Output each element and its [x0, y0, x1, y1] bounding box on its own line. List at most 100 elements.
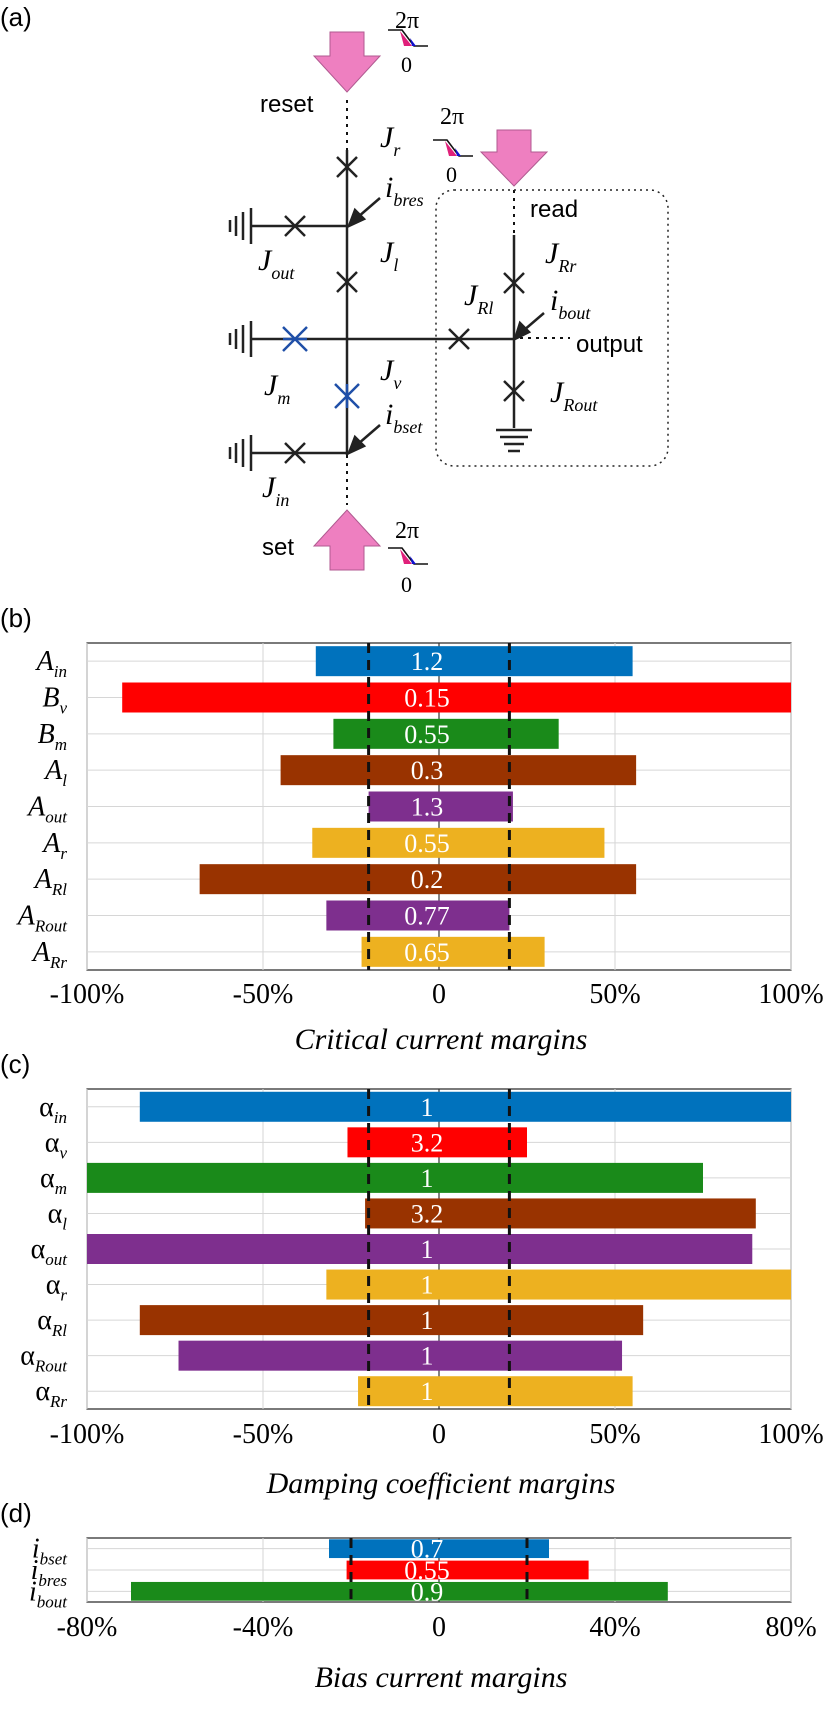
bar [361, 936, 545, 967]
row-label: αin [39, 1092, 67, 1127]
tick-label: 100% [758, 1419, 823, 1450]
current-label-ibset: ibset [385, 398, 423, 437]
bar [139, 1091, 792, 1122]
output-label: output [576, 331, 643, 358]
circuit-diagram: (a) 2π 0 2π 0 2π 0 [0, 2, 669, 597]
current-label-ibres: ibres [385, 171, 424, 210]
row-label: αm [40, 1163, 67, 1198]
bar-value-label: 0.77 [404, 902, 450, 931]
row-label: αr [46, 1270, 68, 1305]
bar-value-label: 0.55 [404, 1556, 450, 1585]
bar-value-label: 1 [421, 1093, 434, 1122]
bar [346, 1560, 589, 1580]
junction-label-jrout: JRout [550, 376, 598, 415]
junction-label-jrr: JRr [545, 237, 577, 276]
tick-label: -100% [50, 1419, 125, 1450]
junction-label-jv: Jv [380, 354, 401, 393]
bar-value-label: 1 [421, 1235, 434, 1264]
tick-label: 80% [765, 1612, 816, 1643]
svg-text:2π: 2π [395, 518, 419, 544]
tick-label: -40% [233, 1612, 294, 1643]
row-label: Aout [26, 792, 68, 827]
bar-value-label: 3.2 [411, 1199, 444, 1228]
row-label: ibset [32, 1534, 68, 1569]
bar-value-label: 0.55 [404, 720, 450, 749]
bar [122, 682, 791, 713]
row-label: Bv [42, 683, 67, 718]
svg-text:0: 0 [401, 572, 412, 597]
bar [368, 791, 513, 822]
bar-value-label: 1 [421, 1342, 434, 1371]
row-label: ARr [31, 937, 67, 972]
bar-value-label: 1 [421, 1306, 434, 1335]
row-label: ibres [31, 1555, 68, 1590]
row-label: ibout [29, 1576, 68, 1611]
row-label: αout [31, 1234, 69, 1269]
bar-value-label: 1.3 [411, 793, 444, 822]
tick-label: 50% [589, 979, 640, 1010]
bar-value-label: 1.2 [411, 647, 444, 676]
bar-value-label: 0.65 [404, 938, 450, 967]
row-label: Bm [38, 719, 67, 754]
current-label-ibout: ibout [550, 284, 591, 323]
set-label: set [262, 534, 294, 561]
panel-label-b: (b) [0, 603, 32, 633]
bar-value-label: 0.7 [411, 1535, 444, 1564]
bar-value-label: 0.2 [411, 865, 444, 894]
bar [280, 755, 637, 786]
bias-arrows [346, 197, 545, 456]
bar [329, 1539, 549, 1559]
phase-step-icon-set: 2π 0 [388, 518, 428, 597]
junction-marks [284, 156, 525, 464]
svg-text:0: 0 [401, 52, 412, 77]
bar-value-label: 0.3 [411, 756, 444, 785]
bar [199, 864, 637, 895]
tick-label: 0 [432, 979, 446, 1010]
panel-label-a: (a) [0, 2, 32, 32]
junction-label-jm: Jm [264, 369, 290, 408]
tick-label: -50% [233, 1419, 294, 1450]
bar [347, 1127, 527, 1158]
signal-lines [346, 100, 570, 505]
bar-value-label: 1 [421, 1271, 434, 1300]
tick-label: 0 [432, 1612, 446, 1643]
plot-frame [86, 1088, 792, 1410]
read-input-arrow [479, 129, 549, 187]
row-label: αRout [20, 1341, 68, 1376]
bar [87, 1162, 703, 1193]
bar [358, 1376, 633, 1407]
row-label: αRr [35, 1376, 67, 1411]
bar [87, 1234, 753, 1264]
tick-label: 0 [432, 1419, 446, 1450]
chart-b: -100% -50% 0 50% 100% 1.2 Ain 0.15 Bv 0.55 Bm 0.3 Al… [16, 642, 824, 1056]
row-label: Ain [35, 646, 67, 681]
panel-label-c: (c) [0, 1049, 30, 1079]
tick-label: 100% [758, 979, 823, 1010]
row-label: ARout [16, 901, 68, 936]
plot-frame [86, 1537, 792, 1603]
row-label: ARl [33, 864, 67, 899]
bar [139, 1305, 644, 1336]
row-label: Al [43, 755, 67, 790]
row-label: αl [48, 1198, 68, 1233]
chart-d: -80% -40% 0 40% 80% 0.7 ibset 0.55 ibres 0.9 ibout… [29, 1534, 817, 1694]
junction-label-jr: Jr [380, 121, 401, 160]
panel-label-d: (d) [0, 1498, 32, 1528]
blue-junction-marks [282, 326, 360, 409]
phase-step-icon-reset: 2π 0 [388, 8, 428, 77]
junction-label-jrl: JRl [464, 279, 493, 318]
x-axis-label: Critical current margins [295, 1023, 588, 1056]
bar-value-label: 3.2 [411, 1128, 444, 1157]
bar [326, 1269, 791, 1300]
bar-value-label: 1 [421, 1164, 434, 1193]
phase-step-icon-read: 2π 0 [433, 104, 473, 187]
bar-value-label: 0.15 [404, 684, 450, 713]
plot-frame [86, 642, 792, 971]
ground-icons [228, 208, 532, 471]
set-input-arrow [312, 509, 382, 571]
bar [312, 827, 605, 858]
junction-label-jl: Jl [380, 236, 398, 275]
bar [333, 718, 559, 749]
row-label: αRl [37, 1305, 67, 1340]
x-axis-label: Damping coefficient margins [266, 1467, 616, 1500]
